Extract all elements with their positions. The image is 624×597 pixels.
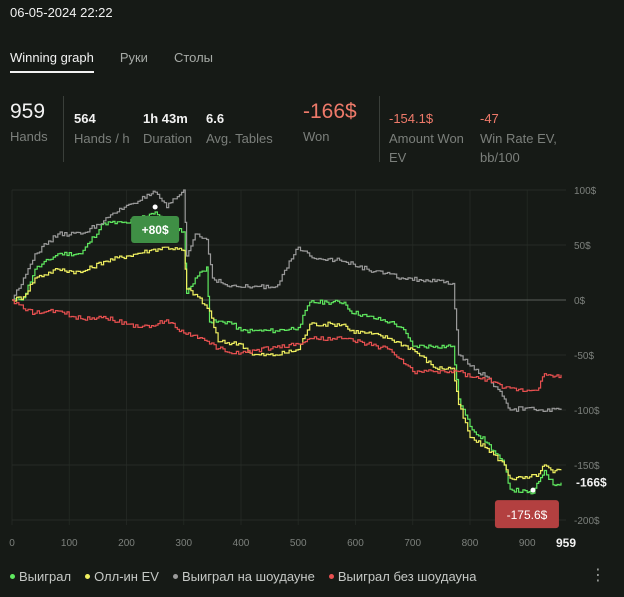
tab-bar: Winning graph Руки Столы	[10, 50, 239, 73]
stats-divider	[379, 96, 380, 162]
won-value: -166$	[303, 100, 357, 123]
legend-label: Выиграл без шоудауна	[337, 569, 477, 584]
x-tick-label: 0	[9, 538, 15, 549]
x-tick-label: 300	[175, 538, 192, 549]
y-tick-label: 100$	[574, 186, 597, 197]
amount-won-ev-value: -154.1$	[389, 111, 434, 126]
max-badge-label: +80$	[142, 223, 169, 237]
y-tick-label: -50$	[574, 351, 594, 362]
legend-label: Выиграл	[19, 569, 72, 584]
winning-graph-chart[interactable]: 100$ 50$ 0$ -50$ -100$ -150$ -200$ 0 100 200 300 40…	[0, 185, 624, 555]
y-tick-label: -100$	[574, 406, 600, 417]
win-rate-ev-label-line2: bb/100	[480, 150, 520, 165]
stat-duration: 1h 43m Duration	[143, 100, 192, 148]
y-tick-label: 0$	[574, 296, 586, 307]
hands-per-hour-value: 564	[74, 111, 96, 126]
tab-tables[interactable]: Столы	[173, 50, 214, 65]
min-point-marker	[530, 487, 536, 493]
x-tick-label: 400	[233, 538, 250, 549]
hands-per-hour-label: Hands / h	[74, 131, 130, 146]
max-point-marker	[152, 204, 158, 210]
legend-item-allin-ev[interactable]: Олл-ин EV	[85, 569, 159, 584]
duration-label: Duration	[143, 131, 193, 146]
end-value-label: -166$	[576, 476, 607, 490]
amount-won-ev-label-line1: Amount Won	[389, 131, 464, 146]
amount-won-ev-label: Amount Won EV	[389, 129, 464, 167]
chart-legend: Выиграл Олл-ин EV Выиграл на шоудауне Вы…	[10, 569, 490, 584]
x-tick-label: 500	[290, 538, 307, 549]
x-tick-label: 800	[462, 538, 479, 549]
legend-item-showdown[interactable]: Выиграл на шоудауне	[172, 569, 315, 584]
hands-label: Hands	[10, 129, 48, 144]
x-tick-label: 600	[347, 538, 364, 549]
win-rate-ev-label-line1: Win Rate EV,	[480, 131, 557, 146]
max-badge	[131, 216, 180, 243]
stat-win-rate-ev: -47 Win Rate EV, bb/100	[480, 100, 557, 167]
y-tick-label: 50$	[574, 241, 591, 252]
series-line	[12, 299, 562, 392]
x-tick-label: 900	[519, 538, 536, 549]
x-tick-label: 200	[118, 538, 135, 549]
y-tick-label: -200$	[574, 516, 600, 527]
kebab-menu-icon[interactable]: ⋮	[590, 567, 606, 584]
x-end-label: 959	[556, 536, 576, 550]
won-label: Won	[303, 129, 330, 144]
stats-panel: 959 Hands 564 Hands / h 1h 43m Duration …	[10, 96, 620, 167]
win-rate-ev-value: -47	[480, 111, 499, 126]
min-badge	[494, 500, 559, 529]
legend-dot	[85, 574, 91, 579]
legend-dot	[172, 574, 178, 579]
duration-value: 1h 43m	[143, 111, 188, 126]
win-rate-ev-label: Win Rate EV, bb/100	[480, 129, 557, 167]
avg-tables-value: 6.6	[206, 111, 225, 126]
legend-label: Олл-ин EV	[94, 569, 159, 584]
series-line	[12, 211, 562, 495]
legend-label: Выиграл на шоудауне	[181, 569, 315, 584]
stat-hands: 959 Hands	[10, 100, 48, 146]
legend-dot	[328, 574, 334, 579]
y-tick-label: -150$	[574, 461, 600, 472]
stat-avg-tables: 6.6 Avg. Tables	[206, 100, 273, 148]
stats-divider	[63, 96, 64, 162]
min-badge-label: -175.6$	[507, 508, 548, 522]
amount-won-ev-label-line2: EV	[389, 150, 407, 165]
session-datetime: 06-05-2024 22:22	[10, 5, 113, 20]
hands-value: 959	[10, 100, 46, 123]
stat-amount-won-ev: -154.1$ Amount Won EV	[389, 100, 464, 167]
avg-tables-label: Avg. Tables	[206, 131, 273, 146]
stat-won: -166$ Won	[303, 100, 357, 146]
legend-item-nonshowdown[interactable]: Выиграл без шоудауна	[328, 569, 477, 584]
series-line	[12, 189, 562, 412]
x-tick-label: 100	[61, 538, 78, 549]
tab-winning-graph[interactable]: Winning graph	[10, 50, 94, 73]
x-tick-label: 700	[404, 538, 421, 549]
series-line	[12, 246, 562, 481]
legend-dot	[10, 574, 15, 579]
stat-hands-per-hour: 564 Hands / h	[74, 100, 130, 148]
legend-item-won[interactable]: Выиграл	[10, 569, 71, 584]
tab-hands[interactable]: Руки	[119, 50, 148, 65]
